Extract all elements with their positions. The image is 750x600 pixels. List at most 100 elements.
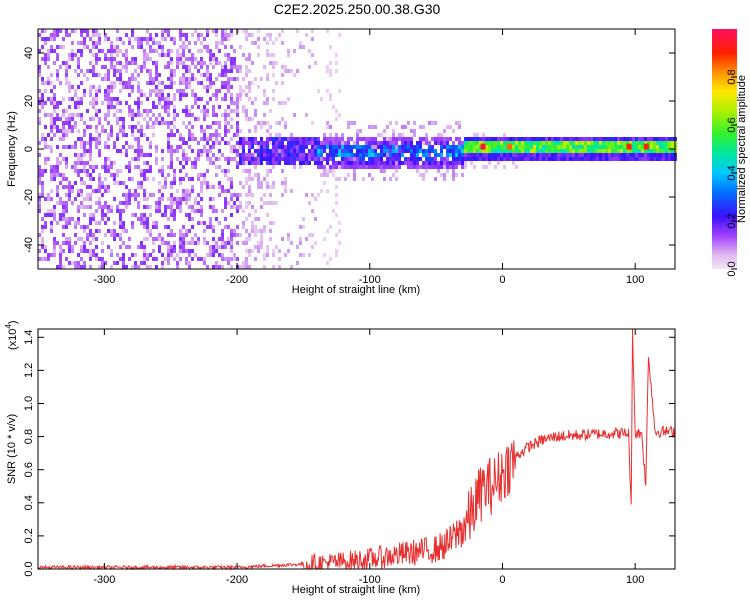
spectrogram-cell [299, 145, 302, 149]
spectrogram-cell [263, 101, 266, 105]
spectrogram-cell [188, 229, 191, 233]
spectrogram-cell [56, 189, 59, 193]
spectrogram-cell [329, 97, 332, 101]
spectrogram-cell [104, 157, 107, 161]
spectrogram-cell [164, 105, 167, 109]
spectrogram-cell [71, 85, 74, 89]
spectrogram-cell [656, 141, 659, 145]
spectrogram-cell [503, 133, 506, 137]
spectrogram-cell [68, 117, 71, 121]
spectrogram-cell [443, 165, 446, 169]
spectrogram-cell [113, 237, 116, 241]
spectrogram-cell [89, 233, 92, 237]
spectrogram-cell [173, 249, 176, 253]
spectrogram-cell [173, 113, 176, 117]
spectrogram-cell [260, 141, 263, 145]
spectrogram-cell [215, 45, 218, 49]
spectrogram-cell [107, 209, 110, 213]
spectrogram-cell [80, 69, 83, 73]
spectrogram-cell [62, 177, 65, 181]
spectrogram-cell [230, 145, 233, 149]
spectrogram-cell [587, 149, 590, 153]
spectrogram-cell [296, 137, 299, 141]
spectrogram-cell [47, 257, 50, 261]
spectrogram-cell [302, 145, 305, 149]
spectrogram-cell [227, 241, 230, 245]
spectrogram-cell [89, 197, 92, 201]
spectrogram-cell [278, 33, 281, 37]
spectrogram-cell [158, 73, 161, 77]
spectrogram-cell [62, 241, 65, 245]
spectrogram-cell [347, 157, 350, 161]
spectrogram-cell [275, 157, 278, 161]
spectrogram-x-tick-label: 0 [499, 274, 505, 286]
spectrogram-cell [509, 141, 512, 145]
spectrogram-cell [575, 149, 578, 153]
spectrogram-cell [266, 213, 269, 217]
spectrogram-cell [263, 157, 266, 161]
spectrogram-cell [464, 137, 467, 141]
spectrogram-cell [614, 145, 617, 149]
spectrogram-cell [230, 185, 233, 189]
spectrogram-cell [83, 241, 86, 245]
spectrogram-cell [308, 157, 311, 161]
spectrogram-cell [572, 141, 575, 145]
spectrogram-cell [86, 77, 89, 81]
spectrogram-cell [92, 33, 95, 37]
spectrogram-cell [269, 157, 272, 161]
spectrogram-cell [137, 45, 140, 49]
spectrogram-cell [179, 249, 182, 253]
spectrogram-cell [224, 241, 227, 245]
spectrogram-cell [518, 145, 521, 149]
spectrogram-cell [80, 181, 83, 185]
spectrogram-cell [143, 245, 146, 249]
spectrogram-cell [221, 245, 224, 249]
spectrogram-cell [551, 153, 554, 157]
spectrogram-cell [332, 173, 335, 177]
spectrogram-cell [119, 49, 122, 53]
spectrogram-cell [248, 193, 251, 197]
spectrogram-cell [425, 169, 428, 173]
spectrogram-cell [215, 265, 218, 269]
spectrogram-cell [431, 145, 434, 149]
spectrogram-cell [524, 157, 527, 161]
snr-y-tick-label: 1.2 [23, 363, 35, 378]
spectrogram-cell [437, 137, 440, 141]
spectrogram-cell [236, 121, 239, 125]
spectrogram-cell [182, 177, 185, 181]
spectrogram-cell [155, 205, 158, 209]
spectrogram-cell [140, 221, 143, 225]
spectrogram-cell [38, 209, 41, 213]
spectrogram-cell [215, 209, 218, 213]
spectrogram-cell [71, 29, 74, 33]
spectrogram-cell [269, 153, 272, 157]
spectrogram-cell [155, 145, 158, 149]
spectrogram-cell [542, 137, 545, 141]
spectrogram-cell [89, 221, 92, 225]
spectrogram-cell [500, 153, 503, 157]
spectrogram-cell [179, 93, 182, 97]
spectrogram-cell [77, 173, 80, 177]
spectrogram-cell [527, 145, 530, 149]
spectrogram-cell [365, 165, 368, 169]
spectrogram-cell [392, 173, 395, 177]
spectrogram-cell [392, 141, 395, 145]
spectrogram-cell [257, 85, 260, 89]
spectrogram-cell [515, 157, 518, 161]
spectrogram-cell [311, 145, 314, 149]
spectrogram-cell [506, 153, 509, 157]
spectrogram-cell [431, 137, 434, 141]
spectrogram-cell [320, 149, 323, 153]
spectrogram-cell [311, 233, 314, 237]
spectrogram-cell [122, 225, 125, 229]
spectrogram-cell [140, 217, 143, 221]
spectrogram-cell [581, 149, 584, 153]
spectrogram-cell [239, 233, 242, 237]
spectrogram-cell [71, 57, 74, 61]
spectrogram-cell [125, 229, 128, 233]
spectrogram-cell [200, 73, 203, 77]
spectrogram-cell [386, 137, 389, 141]
spectrogram-cell [59, 265, 62, 269]
spectrogram-cell [77, 85, 80, 89]
spectrogram-cell [65, 133, 68, 137]
